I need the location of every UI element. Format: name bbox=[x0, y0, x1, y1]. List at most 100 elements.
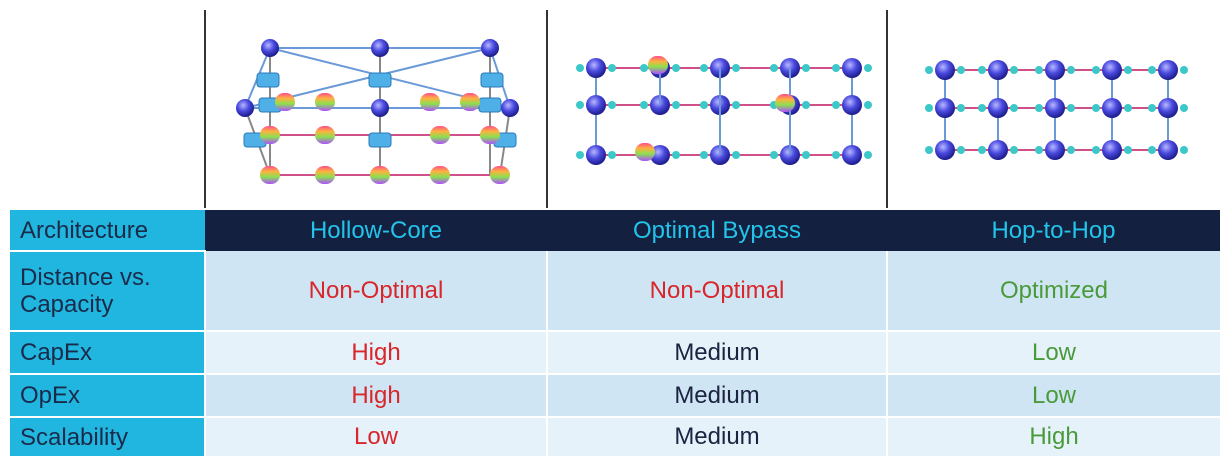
router bbox=[586, 58, 606, 78]
router bbox=[935, 98, 955, 118]
switch bbox=[480, 72, 504, 88]
port bbox=[978, 104, 986, 112]
router bbox=[935, 140, 955, 160]
router bbox=[501, 99, 519, 117]
port bbox=[672, 151, 680, 159]
router bbox=[1102, 98, 1122, 118]
port bbox=[700, 151, 708, 159]
port bbox=[1010, 146, 1018, 154]
router bbox=[1102, 60, 1122, 80]
port bbox=[1010, 66, 1018, 74]
optical-node bbox=[260, 166, 280, 184]
optical-node bbox=[430, 126, 450, 144]
port bbox=[978, 146, 986, 154]
port bbox=[576, 64, 584, 72]
optical-node bbox=[775, 94, 795, 112]
row: Scalability Low Medium High bbox=[10, 417, 1220, 458]
router bbox=[935, 60, 955, 80]
cell: Low bbox=[886, 374, 1220, 418]
router bbox=[481, 39, 499, 57]
port bbox=[1124, 146, 1132, 154]
optical-node bbox=[460, 93, 480, 111]
cell: Low bbox=[204, 417, 547, 458]
optical-node bbox=[490, 166, 510, 184]
port bbox=[802, 64, 810, 72]
port bbox=[770, 151, 778, 159]
port bbox=[1010, 104, 1018, 112]
optical-node bbox=[315, 93, 335, 111]
header-row: Architecture Hollow-Core Optimal Bypass … bbox=[10, 210, 1220, 252]
port bbox=[864, 64, 872, 72]
cell: High bbox=[204, 374, 547, 418]
port bbox=[925, 104, 933, 112]
port bbox=[1148, 104, 1156, 112]
port bbox=[700, 64, 708, 72]
port bbox=[640, 101, 648, 109]
port bbox=[640, 64, 648, 72]
port bbox=[832, 151, 840, 159]
port bbox=[1035, 66, 1043, 74]
cell: Optimized bbox=[886, 251, 1220, 332]
port bbox=[1067, 66, 1075, 74]
port bbox=[802, 101, 810, 109]
row-label: OpEx bbox=[10, 374, 205, 418]
optical-node bbox=[648, 56, 668, 74]
port bbox=[1148, 66, 1156, 74]
port bbox=[700, 101, 708, 109]
router bbox=[261, 39, 279, 57]
optical-node bbox=[420, 93, 440, 111]
cell: Non-Optimal bbox=[204, 251, 547, 332]
optical-node bbox=[315, 126, 335, 144]
optical-node bbox=[260, 126, 280, 144]
port bbox=[608, 101, 616, 109]
optical-node bbox=[430, 166, 450, 184]
topology-diagrams bbox=[204, 10, 1188, 208]
port bbox=[1180, 146, 1188, 154]
port bbox=[957, 66, 965, 74]
optical-node bbox=[370, 166, 390, 184]
router bbox=[371, 39, 389, 57]
router bbox=[1045, 60, 1065, 80]
router bbox=[1158, 98, 1178, 118]
port bbox=[1180, 66, 1188, 74]
optical-node bbox=[315, 166, 335, 184]
router bbox=[1102, 140, 1122, 160]
port bbox=[864, 151, 872, 159]
header-cell: Hop-to-Hop bbox=[887, 210, 1220, 251]
port bbox=[770, 64, 778, 72]
router bbox=[1158, 140, 1178, 160]
port bbox=[925, 146, 933, 154]
switch bbox=[256, 72, 280, 88]
port bbox=[864, 101, 872, 109]
port bbox=[1035, 104, 1043, 112]
row-label: Distance vs. Capacity bbox=[10, 251, 205, 332]
optical-node bbox=[480, 126, 500, 144]
port bbox=[1092, 66, 1100, 74]
port bbox=[608, 151, 616, 159]
port bbox=[832, 64, 840, 72]
port bbox=[672, 64, 680, 72]
port bbox=[957, 104, 965, 112]
port bbox=[732, 151, 740, 159]
row-label: Scalability bbox=[10, 417, 205, 458]
port bbox=[576, 101, 584, 109]
router bbox=[842, 58, 862, 78]
optical-node bbox=[635, 143, 655, 161]
port bbox=[732, 64, 740, 72]
switch bbox=[368, 132, 392, 148]
port bbox=[1067, 104, 1075, 112]
router bbox=[1045, 140, 1065, 160]
header-cell: Hollow-Core bbox=[205, 210, 547, 251]
port bbox=[1092, 146, 1100, 154]
router bbox=[650, 145, 670, 165]
port bbox=[608, 64, 616, 72]
port bbox=[576, 151, 584, 159]
row: CapEx High Medium Low bbox=[10, 331, 1220, 375]
cell: Medium bbox=[546, 331, 887, 375]
router bbox=[988, 98, 1008, 118]
header-cell: Architecture bbox=[10, 210, 205, 252]
port bbox=[925, 66, 933, 74]
row: OpEx High Medium Low bbox=[10, 374, 1220, 418]
cell: High bbox=[204, 331, 547, 375]
